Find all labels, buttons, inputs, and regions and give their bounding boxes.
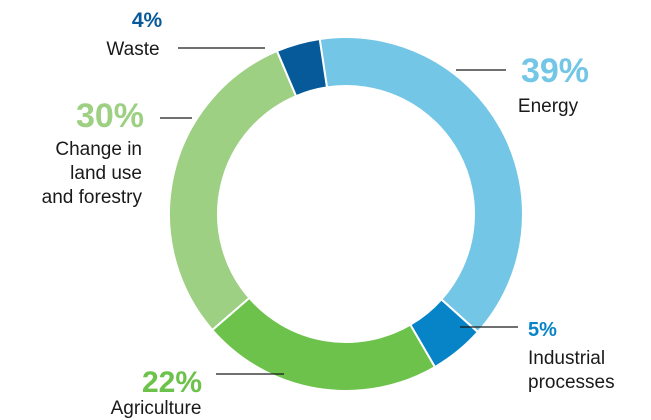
- category-label-agriculture: Agriculture: [111, 398, 202, 419]
- category-label-waste: Waste: [106, 39, 159, 60]
- category-label-line: Energy: [518, 96, 579, 117]
- category-label-line: processes: [528, 372, 615, 393]
- slice-waste: [275, 37, 329, 98]
- value-label-industrial-processes: 5%: [528, 319, 557, 341]
- category-label-line: Industrial: [528, 348, 605, 369]
- slice-energy: [318, 36, 524, 334]
- category-label-line: Agriculture: [111, 398, 202, 419]
- value-label-waste: 4%: [132, 9, 163, 32]
- slice-change-in-land-use-and-forestry: [168, 49, 298, 332]
- slice-agriculture: [210, 296, 437, 392]
- category-label-line: Waste: [106, 39, 159, 60]
- value-label-energy: 39%: [521, 52, 589, 90]
- category-label-line: Change in: [55, 139, 142, 160]
- category-label-industrial-processes: Industrial processes: [528, 348, 615, 393]
- category-label-line: land use: [70, 163, 142, 184]
- category-label-line: and forestry: [42, 187, 143, 208]
- value-label-agriculture: 22%: [142, 366, 202, 399]
- category-label-change-in-land-use-and-forestry: Change in land use and forestry: [42, 139, 143, 208]
- category-label-energy: Energy: [518, 96, 579, 117]
- value-label-change-in-land-use-and-forestry: 30%: [76, 97, 144, 135]
